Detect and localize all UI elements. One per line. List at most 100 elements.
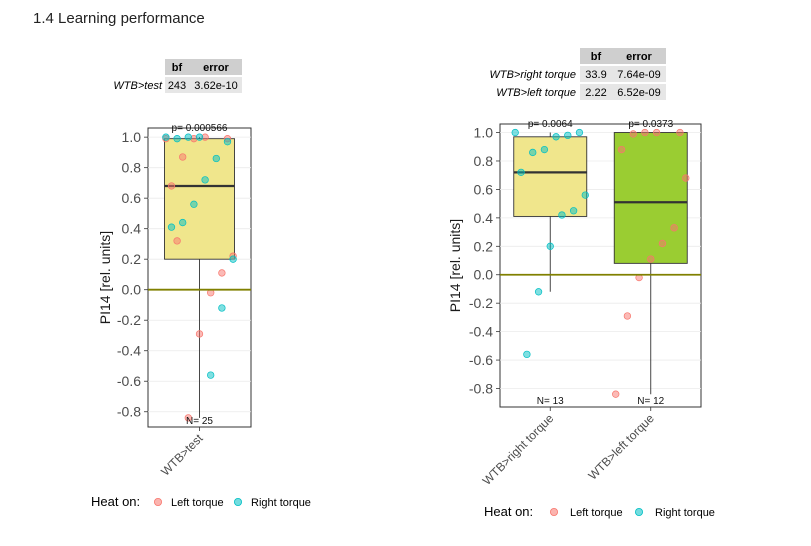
data-point-left-torque	[676, 128, 684, 137]
y-tick-label: -0.6	[469, 352, 493, 368]
table-cell	[612, 66, 666, 82]
y-tick-label: 0.6	[122, 190, 142, 206]
data-point-left-torque	[623, 312, 632, 320]
y-tick-label: -0.2	[117, 312, 141, 328]
data-point-left-torque	[652, 128, 661, 137]
y-tick-label: -0.2	[469, 295, 493, 311]
legend-title: Heat on:	[484, 504, 533, 519]
table-cell	[580, 84, 612, 100]
table-cell-bf: 33.9	[585, 69, 606, 81]
box-iqr	[513, 136, 588, 217]
data-point-right-torque	[162, 133, 170, 141]
table-header-cell	[580, 48, 612, 64]
legend-swatch-right-torque	[233, 497, 242, 506]
data-point-right-torque	[229, 255, 237, 263]
y-tick-label: 0.2	[474, 238, 494, 254]
data-point-right-torque	[558, 211, 566, 219]
n-label: N= 25	[186, 416, 213, 427]
n-label: N= 12	[637, 396, 664, 407]
table-cell	[165, 77, 190, 93]
table-cell	[190, 77, 242, 93]
data-point-left-torque	[179, 153, 187, 161]
table-header-error: error	[626, 51, 652, 63]
stats-table-left: bf error WTB>test 243 3.62e-10	[113, 59, 242, 93]
table-header-cell	[612, 48, 666, 64]
table-header-bf: bf	[172, 62, 183, 74]
data-point-right-torque	[184, 133, 192, 141]
data-point-left-torque	[612, 390, 620, 398]
y-tick-label: -0.8	[469, 381, 493, 397]
data-point-right-torque	[534, 288, 543, 296]
legend-left: Heat on: Left torque Right torque	[91, 494, 311, 509]
y-tick-label: 0.4	[122, 221, 142, 237]
legend-swatch-right-torque	[635, 507, 644, 516]
data-point-right-torque	[569, 207, 578, 215]
table-cell	[580, 66, 612, 82]
data-point-left-torque	[184, 414, 192, 422]
data-point-right-torque	[540, 145, 549, 154]
table-header-bf: bf	[591, 51, 602, 63]
table-row-label: WTB>left torque	[496, 87, 576, 99]
data-point-right-torque	[575, 128, 584, 137]
data-point-right-torque	[212, 154, 220, 163]
table-cell-bf: 2.22	[585, 87, 606, 99]
data-point-right-torque	[218, 304, 226, 312]
legend-label-right-torque: Right torque	[251, 497, 311, 509]
legend-label-left-torque: Left torque	[570, 507, 623, 519]
y-tick-label: -0.4	[469, 324, 493, 340]
table-cell	[612, 84, 666, 100]
legend-right: Heat on: Left torque Right torque	[484, 504, 715, 519]
y-tick-label: 0.8	[474, 153, 494, 169]
data-point-left-torque	[218, 269, 226, 277]
table-cell-error: 7.64e-09	[617, 69, 660, 81]
y-tick-label: 0.4	[474, 210, 494, 226]
y-axis-label: PI14 [rel. units]	[97, 231, 113, 324]
data-point-right-torque	[529, 148, 537, 157]
data-point-right-torque	[201, 176, 209, 184]
legend-swatch-left-torque	[153, 497, 162, 506]
table-header-cell	[190, 59, 242, 75]
y-tick-label: 0.8	[122, 160, 142, 176]
y-tick-label: 1.0	[474, 125, 494, 141]
box-iqr	[613, 132, 688, 264]
chart-right: 1.0 0.8 0.6 0.4 0.2 0.0 -0.2 -0.4 -0.6 -0.8 PI14 […	[447, 119, 702, 488]
data-point-left-torque	[167, 182, 176, 190]
n-label: N= 13	[537, 396, 564, 407]
page-title: 1.4 Learning performance	[33, 10, 205, 27]
y-tick-label: 1.0	[122, 129, 142, 145]
table-header-error: error	[203, 62, 229, 74]
data-point-left-torque	[670, 224, 678, 232]
y-tick-label: -0.6	[117, 373, 141, 389]
data-point-left-torque	[647, 255, 655, 263]
data-point-left-torque	[629, 130, 637, 138]
chart-left: 1.0 0.8 0.6 0.4 0.2 0.0 -0.2 -0.4 -0.6 -0.8 PI14 […	[97, 123, 252, 479]
stats-table-right: bf error WTB>right torque 33.9 7.64e-09 …	[489, 48, 666, 100]
data-point-right-torque	[207, 371, 215, 379]
legend-title: Heat on:	[91, 494, 140, 509]
data-point-left-torque	[682, 174, 690, 182]
p-value-label: p= 0.000566	[172, 123, 228, 134]
table-row-label: WTB>right torque	[489, 69, 576, 81]
data-point-right-torque	[511, 128, 519, 137]
y-tick-label: 0.2	[122, 251, 142, 267]
data-point-right-torque	[173, 135, 181, 143]
table-row-label: WTB>test	[113, 80, 163, 92]
data-point-left-torque	[173, 237, 181, 245]
data-point-right-torque	[195, 133, 204, 141]
data-point-right-torque	[190, 200, 198, 208]
legend-label-left-torque: Left torque	[171, 497, 224, 509]
x-tick-label: WTB>test	[158, 431, 206, 479]
y-axis-label: PI14 [rel. units]	[447, 219, 463, 312]
data-point-right-torque	[179, 218, 187, 227]
table-cell-error: 6.52e-09	[617, 87, 660, 99]
data-point-right-torque	[552, 133, 560, 141]
data-point-left-torque	[641, 128, 649, 137]
data-point-left-torque	[195, 330, 204, 338]
y-tick-label: -0.4	[117, 343, 141, 359]
table-cell-bf: 243	[168, 80, 186, 92]
data-point-right-torque	[223, 138, 232, 146]
y-tick-label: 0.6	[474, 181, 494, 197]
data-point-left-torque	[658, 239, 667, 248]
